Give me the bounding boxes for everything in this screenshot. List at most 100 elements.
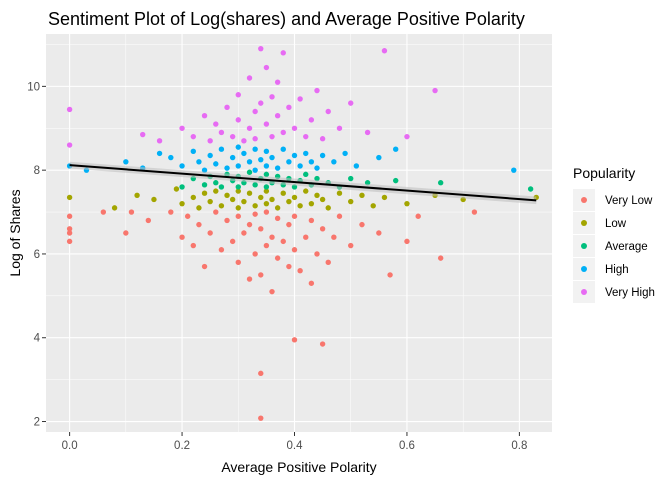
- data-point-very-low: [359, 221, 365, 228]
- data-point-very-low: [184, 213, 191, 219]
- data-point-very-high: [274, 79, 281, 85]
- data-point-low: [235, 205, 241, 211]
- y-tick-label: 8: [34, 165, 40, 177]
- data-point-very-low: [437, 255, 444, 261]
- data-point-low: [404, 200, 410, 207]
- data-point-very-high: [66, 106, 73, 113]
- data-point-average: [252, 182, 258, 188]
- data-point-very-high: [258, 100, 264, 106]
- data-point-very-low: [286, 263, 292, 270]
- data-point-low: [263, 200, 270, 207]
- data-point-very-high: [190, 133, 197, 140]
- legend-title: Popularity: [573, 165, 635, 181]
- data-point-very-low: [308, 217, 315, 224]
- y-tick-label: 6: [34, 249, 40, 261]
- data-point-very-low: [376, 230, 382, 236]
- legend-marker: [581, 220, 587, 226]
- data-point-high: [258, 156, 264, 163]
- data-point-high: [235, 163, 241, 169]
- data-point-very-low: [229, 238, 236, 245]
- data-point-very-low: [123, 230, 129, 236]
- data-point-very-low: [246, 276, 253, 282]
- data-point-high: [123, 159, 129, 165]
- data-point-low: [207, 198, 213, 205]
- data-point-very-low: [286, 221, 292, 228]
- data-point-very-low: [471, 209, 478, 215]
- data-point-very-low: [100, 209, 107, 215]
- data-point-very-high: [179, 125, 185, 131]
- legend-label: Very High: [605, 287, 655, 299]
- x-tick-label: 0.8: [511, 440, 527, 452]
- data-point-high: [168, 154, 174, 161]
- data-point-very-high: [224, 104, 230, 111]
- data-point-high: [297, 163, 303, 169]
- data-point-low: [190, 194, 197, 201]
- y-tick-label: 10: [27, 81, 40, 93]
- data-point-very-high: [269, 94, 275, 100]
- data-point-high: [224, 165, 230, 171]
- data-point-very-high: [213, 121, 219, 127]
- data-point-very-low: [218, 247, 225, 253]
- data-point-very-low: [269, 288, 275, 295]
- data-point-high: [511, 167, 517, 173]
- data-point-high: [353, 163, 360, 169]
- data-point-very-low: [66, 213, 73, 219]
- data-point-very-low: [207, 230, 213, 236]
- data-point-low: [286, 198, 292, 205]
- data-point-high: [207, 152, 213, 159]
- data-point-high: [241, 150, 247, 157]
- data-point-very-high: [207, 138, 213, 144]
- data-point-very-low: [415, 213, 421, 219]
- data-point-low: [359, 192, 365, 198]
- data-point-average: [201, 182, 208, 188]
- data-point-very-low: [66, 238, 73, 245]
- data-point-low: [274, 205, 281, 211]
- data-point-very-low: [331, 234, 337, 240]
- data-point-low: [308, 200, 315, 207]
- data-point-very-high: [156, 138, 163, 144]
- data-point-average: [213, 180, 219, 186]
- data-point-low: [196, 205, 202, 211]
- data-point-very-high: [218, 129, 225, 136]
- data-point-very-low: [297, 268, 303, 274]
- data-point-very-high: [274, 112, 281, 119]
- data-point-high: [269, 154, 275, 161]
- data-point-very-high: [258, 45, 264, 52]
- data-point-low: [246, 190, 253, 196]
- data-point-low: [252, 203, 258, 209]
- data-point-low: [229, 196, 236, 203]
- axes: 0.0 0.2 0.4 0.6 0.8 2 4 6 8 10: [27, 81, 527, 452]
- data-point-very-low: [213, 209, 219, 215]
- data-point-high: [213, 161, 219, 167]
- data-point-high: [342, 150, 348, 157]
- data-point-high: [319, 152, 326, 159]
- data-point-very-low: [258, 370, 264, 377]
- data-point-average: [263, 171, 270, 178]
- data-point-very-high: [241, 138, 247, 144]
- data-point-very-high: [319, 136, 326, 142]
- data-point-average: [263, 184, 270, 190]
- data-point-very-high: [229, 133, 236, 140]
- data-point-low: [235, 188, 241, 194]
- data-point-average: [179, 184, 185, 190]
- data-point-very-high: [364, 129, 371, 136]
- data-point-very-high: [280, 129, 286, 136]
- data-point-very-low: [235, 213, 241, 219]
- data-point-low: [291, 194, 298, 201]
- data-point-low: [303, 188, 309, 194]
- data-point-very-high: [263, 64, 270, 71]
- data-point-very-low: [291, 247, 298, 253]
- data-point-high: [376, 154, 382, 161]
- data-point-very-low: [145, 217, 152, 224]
- data-point-high: [229, 154, 236, 161]
- data-point-very-low: [128, 209, 135, 215]
- data-point-low: [263, 188, 270, 194]
- data-point-very-low: [319, 341, 326, 347]
- data-point-very-high: [308, 117, 315, 123]
- data-point-very-low: [308, 280, 315, 286]
- data-point-very-low: [196, 221, 202, 228]
- data-point-very-low: [263, 242, 270, 249]
- data-point-high: [314, 165, 320, 171]
- data-point-high: [291, 152, 298, 159]
